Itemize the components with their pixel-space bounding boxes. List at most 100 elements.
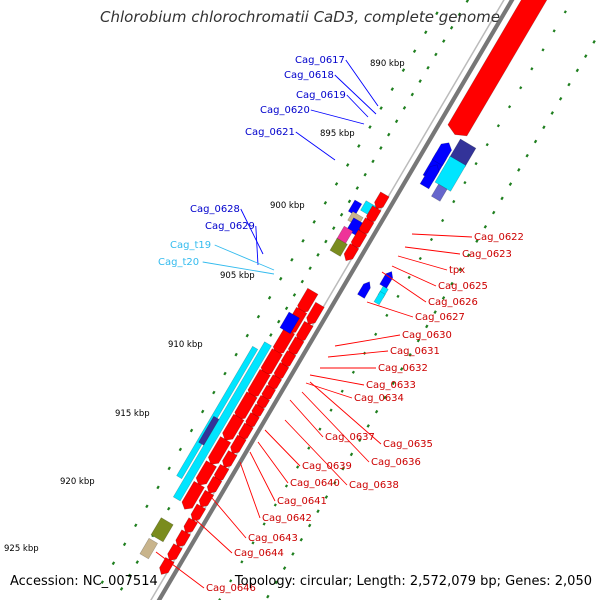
tick-outer-ring (333, 480, 337, 485)
tick-outer-ring (508, 182, 513, 186)
tick-outer-ring (458, 267, 462, 272)
scale-label: 890 kbp (370, 59, 405, 69)
leader-cag_0619 (346, 94, 369, 118)
gene-label-cag_0625: Cag_0625 (438, 281, 488, 292)
tick-ring-outer-2 (329, 408, 333, 412)
gene-cag-0646-tan (139, 537, 159, 560)
gene-cag-0623 (347, 199, 363, 216)
tick-inner-ring (308, 266, 312, 271)
gene-forward-m11 (230, 434, 247, 455)
tick-ring-outer-2 (296, 465, 300, 469)
gene-cag-t20 (373, 290, 386, 306)
tick-inner-ring (418, 79, 422, 84)
tick-inner-ring (316, 252, 320, 257)
tick-inner-ring (332, 226, 336, 230)
tick-inner-ring-2 (189, 428, 194, 433)
tick-inner-ring-2 (122, 542, 127, 547)
gene-features (139, 0, 548, 575)
tick-inner-ring (277, 319, 281, 324)
tick-outer-ring (450, 281, 454, 286)
leader-cag_0634 (305, 382, 353, 399)
gene-forward-m12 (222, 450, 238, 469)
genome-summary: Topology: circular; Length: 2,572,079 bp… (234, 574, 592, 589)
scale-label: 895 kbp (320, 129, 355, 139)
tick-inner-ring (394, 119, 399, 124)
gene-forward-m16 (190, 503, 207, 522)
gene-label-cag_0623: Cag_0623 (462, 249, 512, 260)
tick-inner-ring-2 (178, 447, 183, 452)
gene-forward-m15 (198, 489, 215, 508)
gene-label-cag_0641: Cag_0641 (277, 496, 327, 507)
tick-ring-outer-2 (452, 199, 456, 204)
leader-cag_0633 (309, 374, 365, 386)
accession-label: Accession: NC_007514 (10, 574, 158, 589)
gene-label-cag_0642: Cag_0642 (262, 513, 312, 524)
tick-inner-ring (402, 106, 407, 110)
tick-inner-ring-2 (234, 352, 238, 357)
gene-cag-0621 (419, 164, 440, 190)
gene-forward-c6 (222, 413, 245, 441)
gene-label-cag_0639: Cag_0639 (302, 461, 352, 472)
tick-outer-ring (517, 168, 521, 172)
gene-forward-c7 (207, 436, 232, 465)
scale-label: 925 kbp (4, 544, 39, 554)
gene-cag-0621b (430, 183, 448, 202)
leader-cag_0630 (334, 334, 401, 347)
leader-cag_0641 (249, 451, 276, 502)
leader-cag_0623 (404, 246, 461, 255)
leader-cag_t19 (214, 244, 275, 271)
gene-cag-0640 (198, 415, 220, 446)
gene-label-cag_0646: Cag_0646 (206, 583, 256, 594)
gene-forward-m17 (183, 517, 199, 534)
gene-label-cag_0644: Cag_0644 (234, 548, 284, 559)
leader-cag_0618 (334, 74, 377, 115)
tick-outer-ring (266, 594, 270, 599)
tick-ring-outer-2 (463, 180, 467, 185)
gene-cag-0629 (357, 281, 371, 299)
tick-ring-outer-2 (496, 124, 500, 128)
tick-inner-ring-2 (323, 201, 328, 205)
tick-inner-ring-2 (401, 68, 406, 73)
gene-label-cag_0619: Cag_0619 (296, 90, 346, 101)
gene-forward-m14 (206, 475, 223, 494)
tick-ring-outer-2 (541, 48, 545, 52)
gene-label-cag_0633: Cag_0633 (366, 380, 416, 391)
scale-label: 900 kbp (270, 201, 305, 211)
backbone-line-outer (156, 0, 515, 600)
gene-label-tpx: tpx (449, 265, 465, 276)
gene-label-cag_0634: Cag_0634 (354, 393, 404, 404)
tick-ring-outer-2 (519, 86, 523, 90)
page-title: Chlorobium chlorochromatii CaD3, complet… (100, 8, 500, 26)
tick-inner-ring-2 (412, 49, 417, 54)
gene-label-cag_0627: Cag_0627 (415, 312, 465, 323)
tick-inner-ring (465, 0, 470, 3)
tick-outer-ring (483, 224, 488, 229)
gene-label-cag_0629: Cag_0629 (205, 221, 255, 232)
tick-inner-ring-2 (290, 257, 294, 262)
tick-inner-ring (379, 146, 383, 150)
leader-cag_0638 (284, 419, 348, 486)
tick-inner-ring-2 (111, 561, 116, 566)
tick-inner-ring (410, 92, 415, 97)
tick-inner-ring-2 (379, 106, 383, 110)
tick-inner-ring-2 (435, 11, 439, 16)
leader-cag_0644 (195, 519, 233, 554)
tick-inner-ring-2 (223, 371, 227, 376)
gene-forward-m19 (167, 543, 183, 562)
tick-outer-ring (550, 111, 554, 115)
tick-inner-ring-2 (424, 30, 428, 35)
tick-ring-outer-2 (396, 294, 400, 299)
tick-inner-ring (269, 333, 273, 337)
tick-outer-ring (274, 580, 278, 585)
tick-inner-ring (426, 65, 430, 70)
tick-inner-ring (371, 159, 375, 164)
leader-cag_0628 (240, 208, 264, 255)
tick-outer-ring (533, 139, 538, 144)
gene-forward-c8 (195, 460, 218, 486)
leader-cag_0643 (211, 497, 247, 539)
tick-outer-ring (383, 395, 387, 400)
tick-inner-ring-2 (267, 295, 272, 300)
tick-ring-outer-2 (485, 143, 489, 147)
leader-cag_0626 (381, 271, 427, 303)
leader-cag_0617 (345, 59, 379, 107)
